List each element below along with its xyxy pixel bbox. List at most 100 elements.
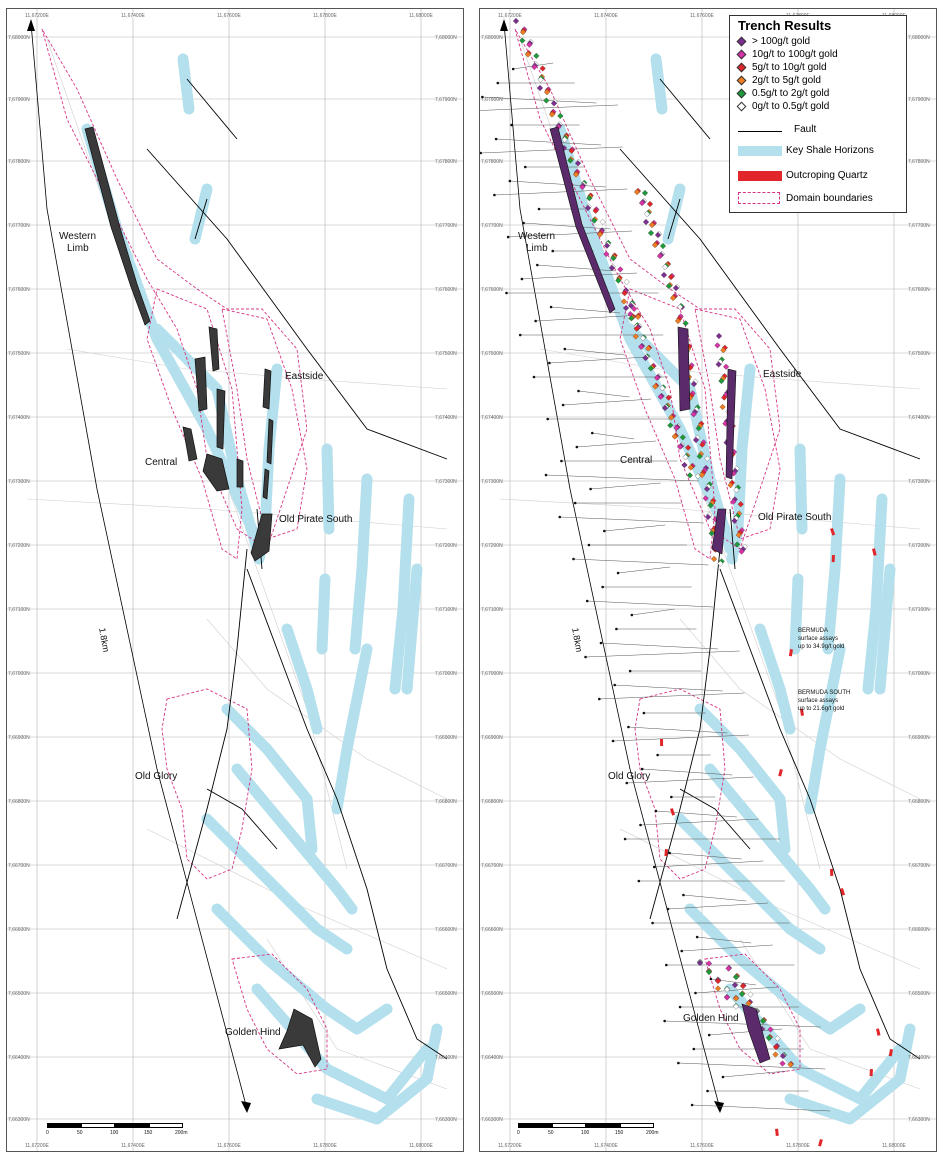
assay-diamond xyxy=(682,454,689,461)
assay-diamond xyxy=(627,302,635,309)
legend-grade-label: > 100g/t gold xyxy=(752,36,811,47)
diamond-icon xyxy=(736,88,747,99)
drill-collar xyxy=(563,347,567,351)
drill-collar xyxy=(536,263,539,267)
assay-diamond xyxy=(731,981,739,989)
assay-diamond xyxy=(703,485,711,493)
northing-tick-label: 7,66900N xyxy=(908,735,930,741)
assay-diamond xyxy=(631,305,638,312)
assay-diamond xyxy=(539,65,546,72)
drill-trace xyxy=(496,138,602,146)
distance-line xyxy=(503,22,721,1110)
legend-fault-label: Fault xyxy=(794,124,817,135)
fault-line xyxy=(619,148,921,460)
assay-diamond xyxy=(704,455,711,462)
drill-collar xyxy=(518,333,522,337)
track-line xyxy=(146,828,448,970)
assay-diamond xyxy=(723,994,731,1001)
assay-diamond xyxy=(715,361,722,368)
assay-diamond xyxy=(734,541,741,548)
scale-label: 200m xyxy=(175,1130,188,1136)
bermuda-note: BERMUDA surface assays up to 34.9g/t gol… xyxy=(798,627,844,651)
scale-label: 100 xyxy=(110,1130,119,1136)
label-eastside: Eastside xyxy=(763,369,802,380)
assay-diamond xyxy=(651,241,659,249)
assay-diamond xyxy=(745,1000,752,1007)
assay-diamond xyxy=(704,513,712,521)
orebody-shape xyxy=(202,453,230,492)
drill-collar xyxy=(623,837,627,841)
northing-tick-label: 7,67700N xyxy=(435,223,457,229)
drill-collar xyxy=(611,739,615,743)
drill-trace xyxy=(563,398,652,406)
assay-diamond xyxy=(660,271,668,279)
drill-collar xyxy=(573,501,577,505)
drill-collar xyxy=(678,1005,682,1009)
drill-collar xyxy=(677,1061,680,1065)
bermuda-line2: surface assays xyxy=(798,636,839,642)
legend-quartz-label: Outcroping Quartz xyxy=(786,170,868,181)
drill-trace xyxy=(613,734,750,742)
assay-diamond xyxy=(669,294,677,302)
orebody-shape xyxy=(216,388,226,450)
northing-tick-label: 7,66500N xyxy=(8,991,30,997)
northing-tick-label: 7,67100N xyxy=(435,607,457,613)
drill-collar xyxy=(627,725,630,729)
shale-horizon xyxy=(684,903,866,1035)
assay-diamond xyxy=(698,471,706,479)
quartz-outcrop xyxy=(818,1139,823,1147)
distance-line xyxy=(30,22,248,1110)
assay-diamond xyxy=(574,160,582,167)
assay-diamond xyxy=(732,973,740,981)
northing-tick-label: 7,66700N xyxy=(8,863,30,869)
easting-tick-label: 11,67600E xyxy=(690,13,714,19)
northing-tick-label: 7,66700N xyxy=(908,863,930,869)
diamond-icon xyxy=(736,101,747,112)
northing-tick-label: 7,67100N xyxy=(481,607,503,613)
northing-tick-label: 7,66800N xyxy=(908,799,930,805)
assay-diamond xyxy=(615,277,622,284)
label-golden-hind: Golden Hind xyxy=(225,1027,281,1038)
drill-collar xyxy=(670,795,673,799)
domain-boundary xyxy=(231,953,328,1075)
drill-trace xyxy=(587,600,714,608)
northing-tick-label: 7,68000N xyxy=(908,35,930,41)
assay-diamond xyxy=(633,325,640,332)
easting-tick-label: 11,67800E xyxy=(786,1143,810,1149)
scale-bar: 0 50 100 150 200m xyxy=(517,1123,688,1139)
label-old-glory: Old Glory xyxy=(135,771,178,782)
domain-boundary xyxy=(221,308,308,540)
drill-trace xyxy=(640,818,759,826)
northing-tick-label: 7,67000N xyxy=(481,671,503,677)
bermuda-line3: up to 34.9g/t gold xyxy=(798,644,845,650)
scale-label: 50 xyxy=(77,1130,83,1136)
northing-tick-label: 7,66300N xyxy=(8,1117,30,1123)
assay-diamond xyxy=(679,434,686,441)
drill-collar xyxy=(505,291,508,295)
northing-tick-label: 7,67900N xyxy=(908,97,930,103)
assay-diamond xyxy=(603,251,610,258)
easting-tick-label: 11,67200E xyxy=(25,13,49,19)
legend-grade-label: 0g/t to 0.5g/t gold xyxy=(752,101,830,112)
fault-line xyxy=(146,148,448,460)
track-line xyxy=(539,348,921,390)
drill-trace xyxy=(564,348,625,356)
orebody-shape xyxy=(208,326,220,372)
drill-collar xyxy=(613,683,617,687)
northing-tick-label: 7,67300N xyxy=(481,479,503,485)
shale-horizon xyxy=(211,903,393,1035)
northing-tick-label: 7,67400N xyxy=(481,415,503,421)
drill-trace xyxy=(667,902,769,910)
label-central: Central xyxy=(620,455,653,466)
northing-tick-label: 7,66600N xyxy=(435,927,457,933)
quartz-outcrop xyxy=(888,1049,893,1057)
northing-tick-label: 7,67600N xyxy=(8,287,30,293)
legend-grade-label: 2g/t to 5g/t gold xyxy=(752,75,821,86)
drill-collar xyxy=(642,711,646,715)
assay-diamond xyxy=(645,345,652,352)
assay-diamond xyxy=(730,498,737,505)
drill-trace xyxy=(678,1062,826,1070)
assay-diamond xyxy=(738,548,745,555)
drill-collar xyxy=(625,781,629,785)
drill-collar xyxy=(544,473,548,477)
